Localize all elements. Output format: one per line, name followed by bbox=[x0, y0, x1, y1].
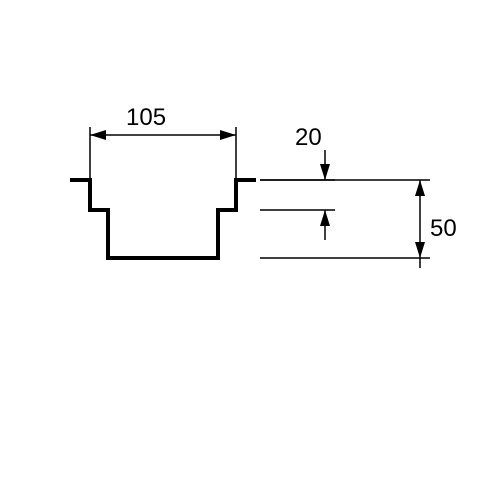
arrowhead bbox=[415, 180, 425, 196]
arrowhead bbox=[415, 242, 425, 258]
arrowhead bbox=[90, 130, 106, 140]
arrowhead bbox=[320, 210, 330, 226]
arrowhead bbox=[320, 164, 330, 180]
dim-width-top: 105 bbox=[126, 104, 166, 131]
dim-height-upper: 20 bbox=[295, 124, 322, 151]
profile-outline bbox=[70, 180, 256, 258]
arrowhead bbox=[220, 130, 236, 140]
dim-height-total: 50 bbox=[430, 215, 457, 242]
